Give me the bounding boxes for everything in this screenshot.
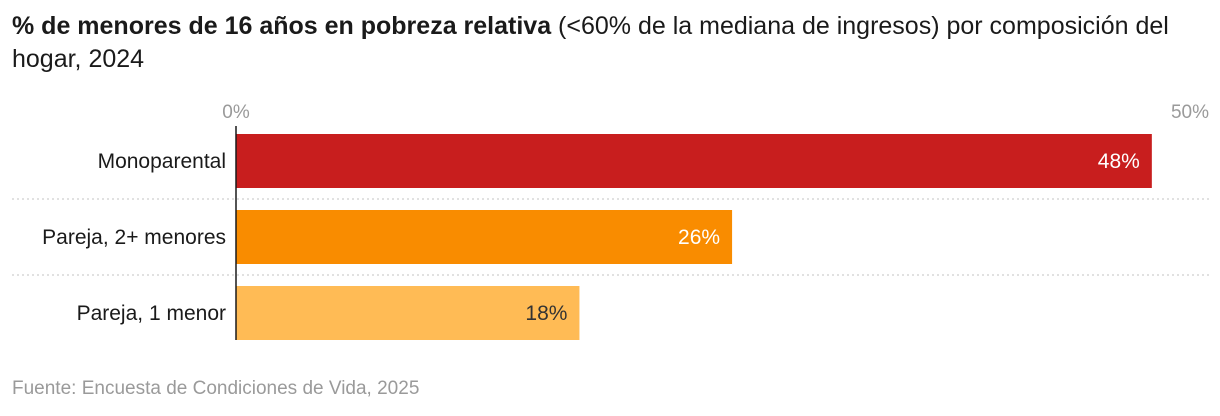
category-label: Pareja, 1 menor [77,302,226,325]
bar [236,134,1152,188]
source-note: Fuente: Encuesta de Condiciones de Vida,… [12,378,420,399]
value-label: 26% [678,226,720,249]
value-label: 48% [1098,150,1140,173]
category-label: Monoparental [98,150,226,173]
chart-title-bold: % de menores de 16 años en pobreza relat… [12,12,552,40]
bar [236,286,580,340]
x-tick-label: 50% [1171,102,1209,123]
category-label: Pareja, 2+ menores [42,226,226,249]
bar [236,210,733,264]
x-tick-label: 0% [222,102,250,123]
chart-title: % de menores de 16 años en pobreza relat… [12,10,1192,76]
bar-chart: 0% 50% Monoparental 48% Pareja, 2+ menores 26… [12,102,1210,340]
chart-title-rest: (<60% de la mediana de ingresos) por com… [12,12,1169,73]
value-label: 18% [525,302,567,325]
